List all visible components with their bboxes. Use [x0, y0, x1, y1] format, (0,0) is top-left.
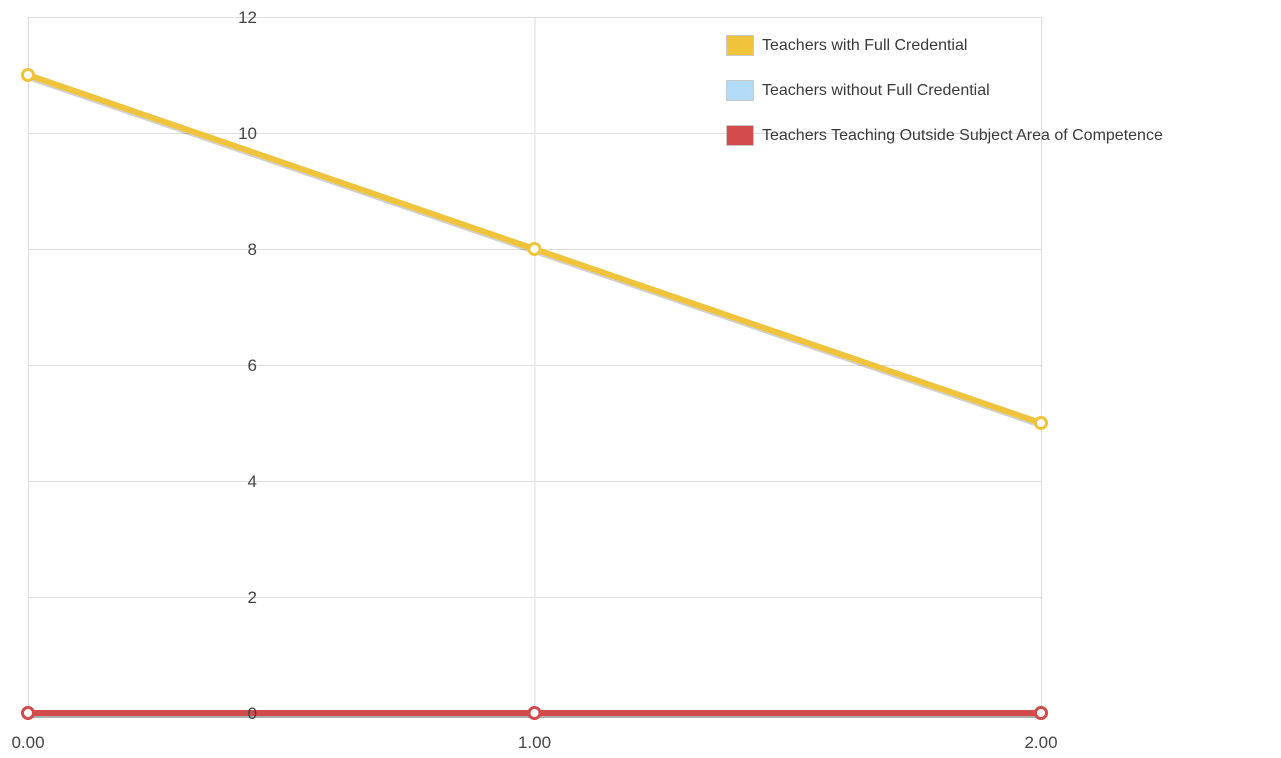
series-2-point-1: [527, 706, 542, 720]
legend-swatch-full-credential: [726, 35, 754, 56]
legend-item-outside-subject[interactable]: Teachers Teaching Outside Subject Area o…: [726, 122, 1163, 149]
legend-label-without-credential: Teachers without Full Credential: [762, 81, 990, 99]
series-0-point-0: [21, 68, 35, 82]
x-tick-label-0: 0.00: [11, 733, 44, 752]
y-tick-label-1: 2: [248, 588, 257, 607]
legend-label-outside-subject: Teachers Teaching Outside Subject Area o…: [762, 126, 1163, 144]
series-lines: [21, 68, 1048, 720]
x-tick-label-2: 2.00: [1024, 733, 1057, 752]
series-0-point-2: [1034, 416, 1048, 430]
y-tick-label-6: 12: [238, 8, 257, 27]
y-tick-label-3: 6: [248, 356, 257, 375]
x-axis-ticks: 0.00 1.00 2.00: [11, 733, 1057, 752]
legend-swatch-without-credential: [726, 80, 754, 101]
legend-label-full-credential: Teachers with Full Credential: [762, 36, 968, 54]
y-axis-ticks: 0 2 4 6 8 10 12: [238, 8, 257, 723]
y-tick-label-5: 10: [238, 124, 257, 143]
legend-item-full-credential[interactable]: Teachers with Full Credential: [726, 32, 1163, 59]
chart-legend: Teachers with Full Credential Teachers w…: [726, 32, 1163, 167]
y-tick-label-0: 0: [248, 704, 257, 723]
series-0-point-1: [527, 242, 542, 256]
x-tick-label-1: 1.00: [518, 733, 551, 752]
legend-swatch-outside-subject: [726, 125, 754, 146]
y-tick-label-4: 8: [248, 240, 257, 259]
legend-item-without-credential[interactable]: Teachers without Full Credential: [726, 77, 1163, 104]
y-tick-label-2: 4: [248, 472, 257, 491]
series-2-point-2: [1034, 706, 1048, 720]
series-2-point-0: [21, 706, 35, 720]
